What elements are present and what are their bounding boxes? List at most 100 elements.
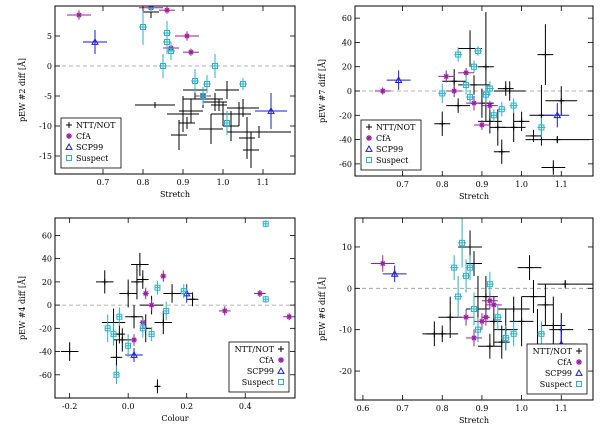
legend-marker-scp99 bbox=[365, 144, 373, 152]
legend-label-cfa: CfA bbox=[259, 356, 274, 365]
data-point bbox=[160, 63, 166, 69]
data-point bbox=[542, 301, 549, 308]
data-point bbox=[154, 284, 161, 291]
x-axis-label: Stretch bbox=[160, 190, 190, 199]
data-point bbox=[439, 330, 446, 337]
data-point bbox=[482, 91, 489, 98]
x-axis-label: Stretch bbox=[459, 416, 489, 425]
data-point bbox=[286, 313, 293, 320]
plot-panel-2: 0.7 0.8 0.9 1.0 1.1 60 40 20 0 -20 -40 -60 Stretch pE… bbox=[318, 5, 594, 201]
legend-label-ntt-not: NTT/NOT bbox=[376, 123, 416, 132]
plot-frame bbox=[54, 5, 296, 175]
y-tick-label: 40 bbox=[342, 38, 352, 47]
series-suspect bbox=[104, 220, 269, 385]
series-cfa bbox=[374, 67, 498, 130]
legend-marker-scp99 bbox=[65, 142, 73, 150]
data-point bbox=[486, 297, 493, 304]
y-tick-label: -5 bbox=[44, 92, 52, 101]
data-point bbox=[204, 81, 210, 87]
data-layer bbox=[60, 220, 295, 394]
legend-marker-suspect bbox=[278, 379, 284, 385]
y-tick-label: 60 bbox=[42, 231, 52, 240]
data-point bbox=[542, 51, 549, 58]
data-point bbox=[498, 106, 505, 113]
legend-label-suspect: Suspect bbox=[242, 378, 275, 387]
data-point bbox=[518, 318, 525, 325]
legend-marker-cfa bbox=[366, 135, 372, 141]
plot-panel-4: 0.6 0.7 0.8 0.9 1.0 1.1 10 0 -10 -20 Stretch pEW #6… bbox=[318, 217, 594, 425]
data-point bbox=[104, 325, 111, 332]
legend-label-scp99: SCP99 bbox=[376, 145, 403, 154]
legend-marker-suspect bbox=[366, 157, 372, 163]
data-point bbox=[160, 273, 167, 280]
x-axis-label: Colour bbox=[161, 414, 188, 423]
data-point bbox=[148, 6, 154, 9]
data-point bbox=[455, 102, 462, 109]
legend-marker-ntt-not bbox=[66, 122, 72, 128]
plot-frame bbox=[54, 217, 296, 399]
legend-label-suspect: Suspect bbox=[376, 156, 409, 165]
data-point bbox=[439, 90, 446, 97]
legend-label-suspect: Suspect bbox=[76, 154, 109, 163]
data-point bbox=[192, 78, 198, 84]
data-point bbox=[467, 94, 474, 101]
legend-label-cfa: CfA bbox=[557, 358, 572, 367]
data-point bbox=[113, 354, 120, 361]
data-point bbox=[224, 87, 230, 93]
plot-panel-1: 0.7 0.8 0.9 1.0 1.1 5 0 -5 -10 -15 Stretch pEW #2 d… bbox=[18, 5, 296, 199]
data-point bbox=[550, 322, 557, 329]
y-tick-label: 0 bbox=[347, 87, 352, 96]
data-point bbox=[451, 78, 458, 85]
series-cfa bbox=[67, 6, 211, 101]
data-point bbox=[390, 269, 399, 277]
data-point bbox=[163, 307, 170, 314]
data-point bbox=[538, 330, 545, 337]
y-tick-label: 5 bbox=[47, 32, 52, 41]
data-point bbox=[530, 293, 537, 300]
data-layer bbox=[370, 218, 593, 392]
data-point bbox=[486, 281, 493, 288]
y-tick-label: 0 bbox=[347, 284, 352, 293]
data-point bbox=[256, 129, 262, 135]
data-point bbox=[558, 97, 565, 104]
data-point bbox=[510, 306, 517, 312]
data-point bbox=[221, 307, 228, 314]
data-point bbox=[530, 132, 537, 139]
data-point bbox=[486, 343, 493, 350]
y-tick-label: 60 bbox=[342, 14, 352, 23]
data-point bbox=[502, 334, 509, 341]
data-point bbox=[160, 319, 167, 326]
data-point bbox=[164, 7, 170, 14]
legend-box bbox=[228, 341, 290, 393]
x-tick-label: 1.1 bbox=[257, 178, 270, 187]
data-point bbox=[220, 111, 226, 117]
legend-label-cfa: CfA bbox=[76, 132, 91, 141]
data-point bbox=[168, 48, 174, 54]
data-point bbox=[467, 264, 474, 271]
data-point bbox=[471, 63, 477, 70]
data-point bbox=[66, 348, 73, 355]
series-scp99 bbox=[83, 30, 287, 129]
data-point bbox=[76, 12, 82, 18]
data-point bbox=[443, 73, 450, 80]
data-point bbox=[451, 264, 458, 271]
x-tick-label: 0.9 bbox=[177, 178, 190, 187]
data-point bbox=[447, 314, 454, 321]
data-point bbox=[256, 290, 263, 297]
data-point bbox=[148, 302, 155, 309]
y-tick-label: -60 bbox=[339, 160, 352, 169]
series-ntt-not bbox=[434, 12, 590, 175]
y-axis-label: pEW #2 diff [Å] bbox=[18, 58, 27, 122]
data-point bbox=[474, 47, 481, 54]
legend-marker-ntt-not bbox=[278, 346, 284, 352]
legend: NTT/NOT CfA SCP99 Suspect bbox=[526, 343, 588, 395]
y-axis-label: pEW #6 diff [Å] bbox=[318, 277, 327, 341]
x-tick-label: 0.6 bbox=[357, 404, 370, 413]
legend-marker-scp99 bbox=[575, 368, 583, 376]
data-point bbox=[131, 336, 138, 343]
data-point bbox=[131, 313, 138, 320]
data-point bbox=[553, 111, 562, 119]
data-point bbox=[463, 81, 470, 88]
series-suspect bbox=[438, 46, 546, 138]
data-point bbox=[482, 63, 489, 70]
